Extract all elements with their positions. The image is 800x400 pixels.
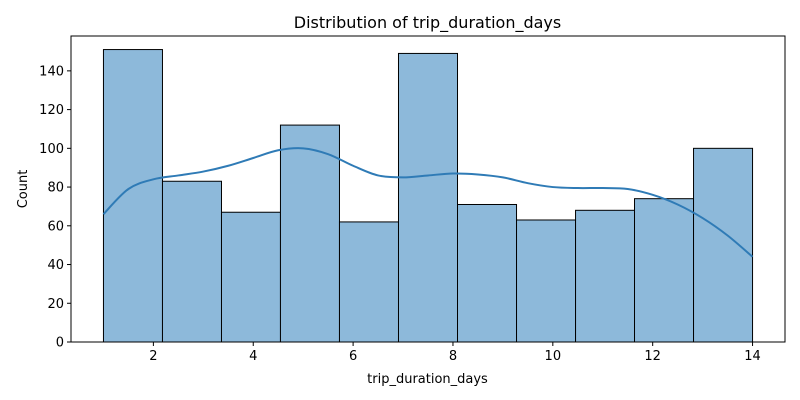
y-tick-label: 40 bbox=[47, 258, 64, 273]
histogram-bar-6 bbox=[397, 52, 459, 343]
x-tick-label: 12 bbox=[644, 349, 661, 364]
y-tick-label: 60 bbox=[47, 219, 64, 234]
x-tick-label: 6 bbox=[349, 349, 357, 364]
histogram-bars bbox=[102, 49, 754, 343]
x-tick-label: 8 bbox=[449, 349, 457, 364]
x-axis-ticks: 2 4 6 8 10 12 14 bbox=[149, 342, 761, 364]
histogram-bar-5 bbox=[338, 221, 399, 343]
x-tick-label: 10 bbox=[545, 349, 562, 364]
y-tick-label: 20 bbox=[47, 297, 64, 312]
y-axis-label: Count bbox=[16, 170, 31, 209]
histogram-bar-9 bbox=[575, 209, 636, 343]
kde-curve bbox=[102, 147, 754, 258]
y-tick-label: 140 bbox=[39, 64, 64, 79]
plot-frame bbox=[70, 35, 786, 343]
y-tick-label: 80 bbox=[47, 181, 64, 196]
histogram-bar-7 bbox=[457, 203, 518, 343]
y-axis-ticks: 0 20 40 60 80 100 120 140 bbox=[39, 64, 71, 351]
histogram-bar-3 bbox=[220, 211, 281, 343]
y-tick-label: 0 bbox=[56, 336, 64, 351]
x-axis-label: trip_duration_days bbox=[367, 372, 488, 387]
y-tick-label: 120 bbox=[39, 103, 64, 118]
y-tick-label: 100 bbox=[39, 142, 64, 157]
x-tick-label: 2 bbox=[149, 349, 157, 364]
histogram-bar-10 bbox=[634, 198, 695, 343]
histogram-bar-2 bbox=[161, 180, 222, 343]
histogram-bar-11 bbox=[693, 147, 754, 343]
histogram-bar-4 bbox=[279, 124, 340, 343]
histogram-bar-8 bbox=[516, 219, 577, 343]
histogram-bar-1 bbox=[102, 49, 163, 343]
chart-title: Distribution of trip_duration_days bbox=[294, 13, 561, 33]
x-tick-label: 4 bbox=[249, 349, 257, 364]
x-tick-label: 14 bbox=[744, 349, 761, 364]
axes bbox=[70, 35, 786, 343]
